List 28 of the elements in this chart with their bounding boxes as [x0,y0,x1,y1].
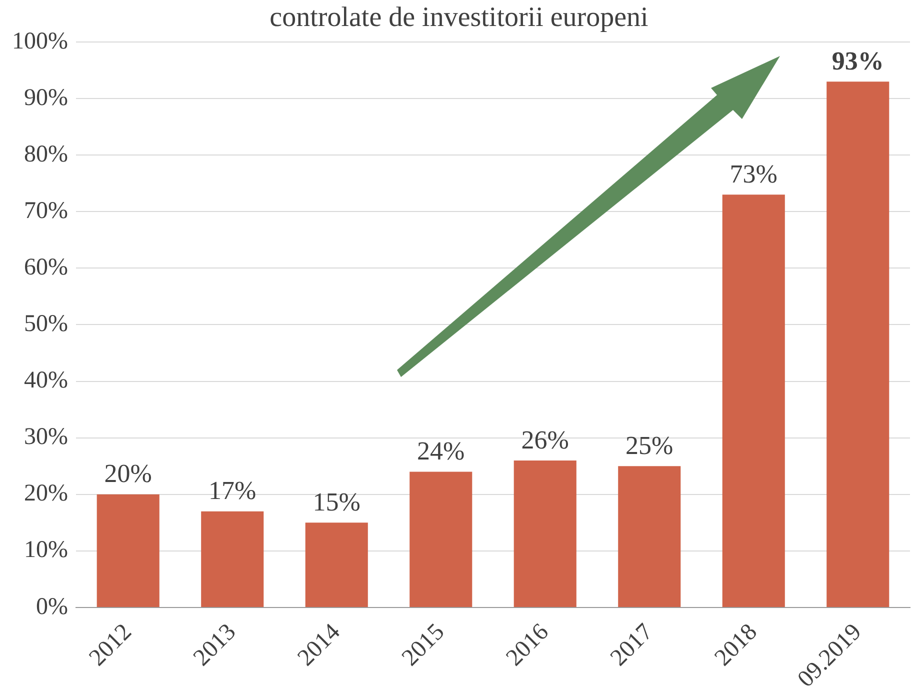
data-label: 25% [626,430,674,460]
y-tick-label: 50% [24,311,68,338]
y-tick-label: 30% [24,424,68,450]
bar [722,194,785,607]
y-tick-label: 80% [24,141,68,168]
y-tick-label: 90% [24,84,68,111]
data-label: 93% [832,46,884,76]
bar [410,472,472,607]
bar [826,82,890,607]
data-label: 24% [417,436,465,466]
bar [96,494,160,607]
data-label: 73% [730,160,778,189]
y-tick-label: 20% [24,480,68,507]
y-tick-label: 60% [24,254,68,280]
data-label: 15% [312,487,360,516]
data-label: 26% [521,425,569,454]
y-tick-label: 70% [24,198,68,224]
data-label: 17% [208,476,256,506]
y-tick-label: 10% [24,537,68,564]
bar [305,522,368,607]
bar [618,466,681,607]
data-label: 20% [104,459,152,488]
y-tick-label: 100% [12,28,68,54]
chart-title: controlate de investitorii europeni [270,2,648,33]
bar [201,511,264,607]
y-tick-label: 0% [36,594,68,620]
y-tick-label: 40% [24,368,68,394]
bar [514,460,576,607]
